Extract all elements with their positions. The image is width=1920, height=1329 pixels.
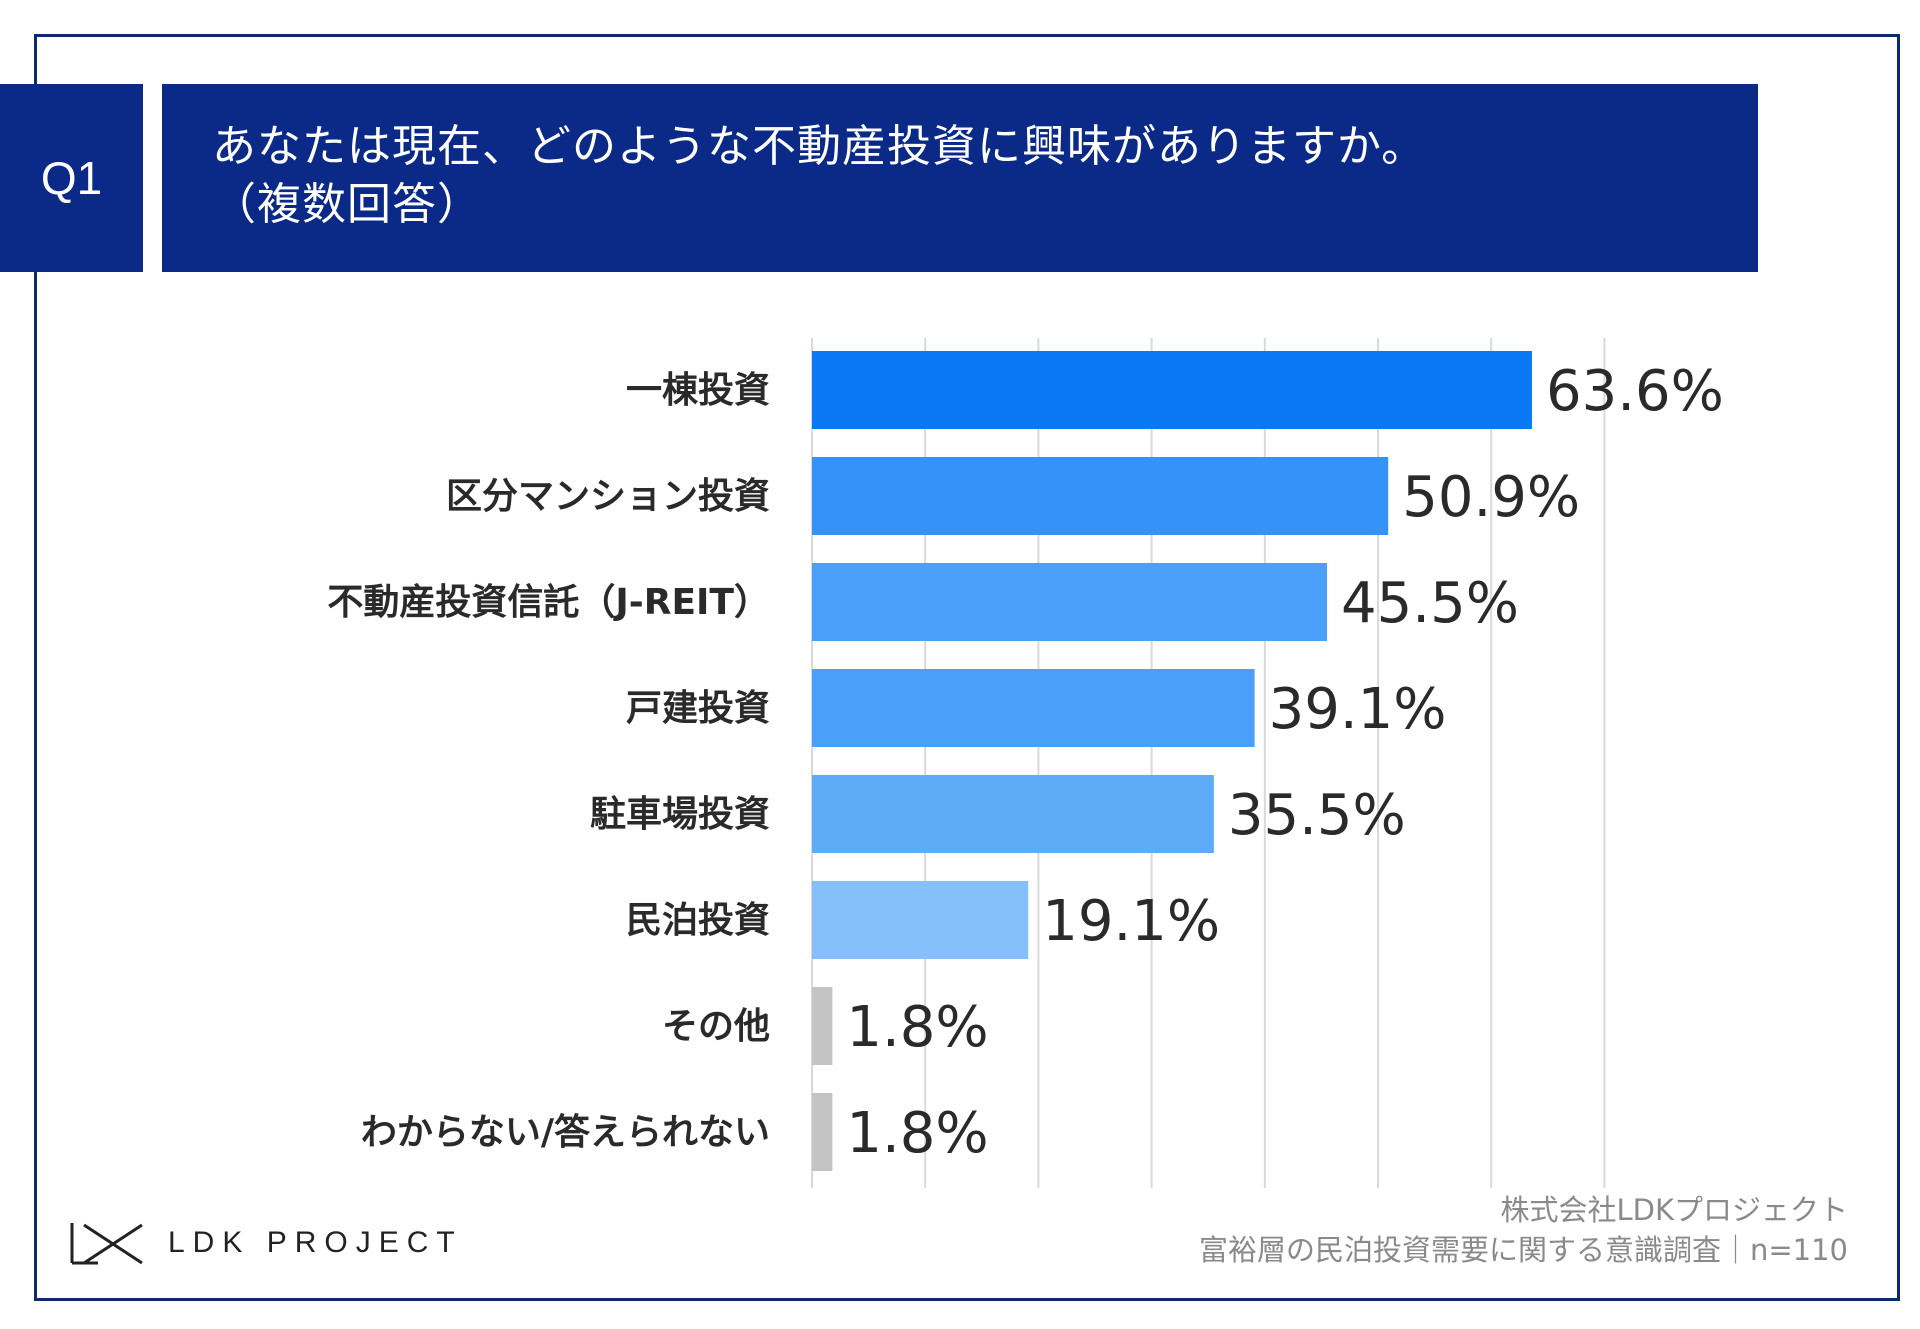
question-title-banner: あなたは現在、どのような不動産投資に興味がありますか。 （複数回答） [162,84,1758,272]
source-survey: 富裕層の民泊投資需要に関する意識調査｜n=110 [1198,1233,1848,1267]
logo-text: LDK PROJECT [168,1226,463,1259]
category-label: 不動産投資信託（J-REIT） [327,582,770,623]
data-label: 1.8% [846,1101,988,1166]
data-label: 50.9% [1402,465,1580,530]
bar [812,1093,833,1171]
ldk-logo-icon [70,1223,143,1265]
page-frame [34,34,1900,1301]
category-label: 民泊投資 [626,900,770,941]
question-number: Q1 [40,152,103,204]
data-label: 45.5% [1341,571,1519,636]
data-label: 1.8% [846,995,988,1060]
source-company: 株式会社LDKプロジェクト [1500,1193,1848,1227]
bar [812,881,1029,959]
data-label: 63.6% [1546,359,1724,424]
category-label: わからない/答えられない [361,1112,770,1153]
bar [812,987,833,1065]
category-label: その他 [662,1006,770,1047]
category-label: 一棟投資 [626,370,770,411]
data-label: 35.5% [1228,783,1406,848]
source-note: 株式会社LDKプロジェクト 富裕層の民泊投資需要に関する意識調査｜n=110 [1199,1190,1848,1270]
bar [812,457,1389,535]
data-label: 19.1% [1042,889,1220,954]
company-logo: LDK PROJECT [68,1219,463,1267]
question-title-line2: （複数回答） [212,179,482,230]
question-title-line1: あなたは現在、どのような不動産投資に興味がありますか。 [212,121,1427,172]
category-label: 駐車場投資 [590,794,770,835]
bar [812,351,1532,429]
bar [812,563,1328,641]
bar [812,775,1214,853]
category-label: 区分マンション投資 [446,476,770,517]
data-label: 39.1% [1269,677,1447,742]
bar [812,669,1255,747]
category-label: 戸建投資 [626,688,770,729]
question-number-badge: Q1 [0,84,143,272]
